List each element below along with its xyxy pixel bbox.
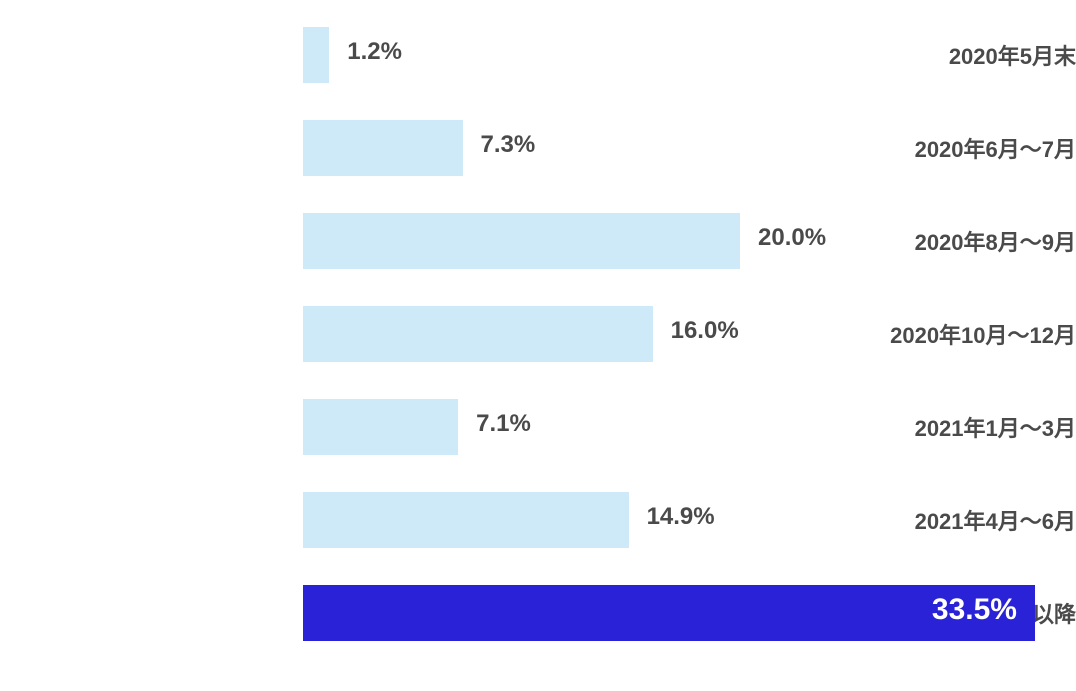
y-axis-label: 2021年1月～3月 xyxy=(789,411,1076,443)
y-axis-label: 2020年10月～12月 xyxy=(789,318,1076,350)
bar xyxy=(303,306,653,362)
y-axis-label: 2020年6月～7月 xyxy=(789,132,1076,164)
y-axis-label: 2020年8月～9月 xyxy=(789,225,1076,257)
y-axis-label: 2021年4月～6月 xyxy=(789,504,1076,536)
bar xyxy=(303,27,329,83)
y-axis-label: 2020年5月末 xyxy=(789,39,1076,71)
value-label: 20.0% xyxy=(758,224,826,252)
bar xyxy=(303,399,458,455)
value-label: 7.1% xyxy=(476,410,531,438)
value-label: 1.2% xyxy=(347,38,402,66)
value-label: 7.3% xyxy=(481,131,536,159)
bar-highlight xyxy=(303,585,1035,641)
bar xyxy=(303,213,740,269)
bar xyxy=(303,120,463,176)
value-label: 14.9% xyxy=(647,503,715,531)
bar xyxy=(303,492,629,548)
value-label: 16.0% xyxy=(671,317,739,345)
horizontal-bar-chart: 2020年5月末 1.2% 2020年6月～7月 7.3% 2020年8月～9月20.0… xyxy=(0,0,1076,691)
value-label: 33.5% xyxy=(932,593,1017,627)
